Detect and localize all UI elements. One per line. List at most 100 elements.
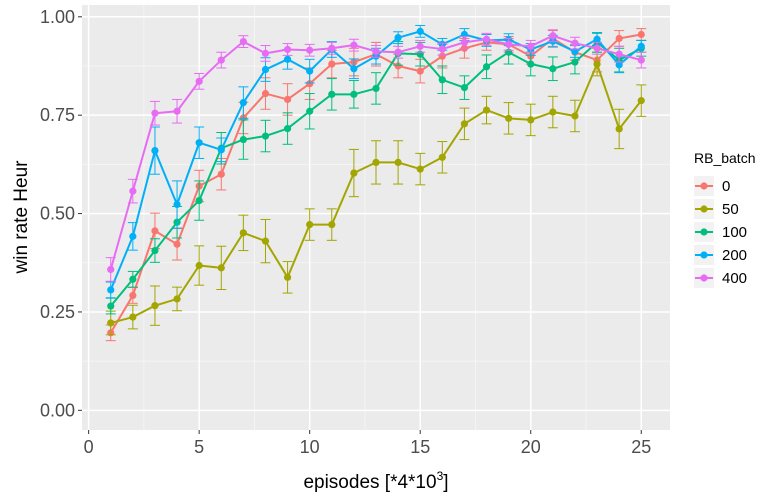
series-100 (105, 32, 647, 315)
data-point (195, 196, 203, 205)
x-tick-label: 20 (521, 437, 541, 457)
legend-item-400: 400 (694, 268, 747, 288)
data-point (527, 116, 535, 124)
data-point (283, 55, 292, 63)
data-point (460, 120, 469, 128)
data-point (151, 227, 159, 235)
data-point (261, 49, 270, 58)
data-point (283, 124, 292, 133)
data-point (217, 264, 225, 272)
data-point (350, 41, 358, 49)
x-tick-label: 25 (631, 437, 651, 457)
data-point (129, 291, 137, 300)
y-tick-label: 0.25 (40, 302, 75, 322)
legend-title: RB_batch (694, 150, 755, 166)
x-tick-label: 5 (194, 437, 204, 457)
data-point (217, 170, 225, 178)
data-point (173, 240, 181, 248)
data-point (283, 95, 292, 104)
x-axis: 0 5 10 15 20 25 (84, 430, 651, 457)
data-point (261, 237, 270, 245)
data-point (328, 220, 336, 229)
data-point (306, 67, 314, 75)
data-point (195, 77, 203, 85)
legend-key-point (700, 274, 708, 282)
data-point (217, 56, 225, 64)
plot-panel (82, 5, 670, 430)
data-point (593, 44, 601, 52)
data-point (416, 67, 424, 75)
legend-label: 50 (722, 201, 739, 218)
data-point (460, 38, 469, 46)
series-layer (105, 24, 647, 342)
data-point (549, 108, 557, 116)
data-point (350, 169, 358, 177)
series-400 (105, 29, 647, 282)
data-point (239, 98, 247, 107)
data-point (549, 32, 557, 40)
data-point (438, 76, 446, 84)
data-point (394, 48, 402, 56)
data-point (571, 47, 579, 56)
data-point (571, 58, 579, 66)
data-point (482, 63, 491, 71)
data-point (505, 40, 513, 48)
minor-gridlines (82, 5, 670, 430)
data-point (306, 80, 314, 88)
data-point (283, 45, 292, 54)
data-point (460, 84, 469, 92)
data-point (306, 107, 314, 115)
data-point (107, 286, 115, 294)
data-point (306, 46, 314, 54)
y-tick-label: 0.00 (40, 400, 75, 420)
data-point (261, 89, 270, 98)
data-point (328, 44, 336, 52)
data-point (438, 52, 446, 60)
x-tick-label: 15 (410, 437, 430, 457)
data-point (372, 84, 380, 93)
y-tick-label: 0.75 (40, 105, 75, 125)
y-axis: 0.00 0.25 0.50 0.75 1.00 (40, 7, 82, 420)
legend-label: 200 (722, 247, 747, 264)
data-point (416, 42, 424, 50)
legend-label: 400 (722, 270, 747, 287)
legend-key-point (700, 251, 708, 259)
legend-item-100: 100 (694, 222, 747, 242)
data-point (637, 97, 645, 105)
data-point (217, 146, 225, 154)
data-point (527, 42, 535, 50)
data-point (107, 265, 115, 274)
data-point (438, 153, 446, 161)
x-tick-label: 0 (84, 437, 94, 457)
data-point (151, 246, 159, 255)
data-point (593, 35, 601, 43)
data-point (328, 60, 336, 68)
data-point (482, 35, 491, 43)
data-point (593, 60, 601, 68)
y-axis-title: win rate Heur (11, 160, 32, 275)
data-point (350, 65, 358, 73)
data-point (151, 302, 159, 310)
data-point (283, 273, 292, 281)
y-tick-label: 0.50 (40, 204, 75, 224)
legend-item-50: 50 (694, 199, 739, 219)
x-axis-title: episodes [*4*103] (303, 469, 448, 493)
data-point (372, 158, 380, 167)
legend-key-point (700, 205, 708, 213)
data-point (173, 200, 181, 209)
data-point (549, 65, 557, 73)
data-point (505, 114, 513, 122)
legend-key-point (700, 182, 708, 190)
legend-label: 0 (722, 178, 730, 195)
data-point (151, 109, 159, 117)
data-point (129, 187, 137, 195)
data-point (482, 106, 491, 114)
data-point (571, 112, 579, 120)
data-point (129, 232, 137, 240)
data-point (261, 65, 270, 74)
data-point (129, 275, 137, 283)
data-point (173, 295, 181, 303)
data-point (394, 34, 402, 42)
data-point (173, 107, 181, 115)
